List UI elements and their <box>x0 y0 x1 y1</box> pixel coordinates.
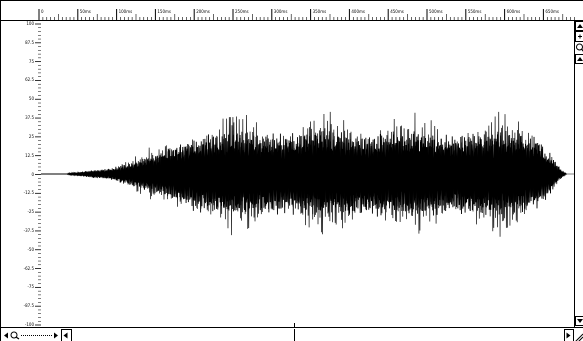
arrow-right-icon <box>54 332 58 339</box>
ruler-tick-label: 100ms <box>118 9 133 14</box>
amplitude-tick-label: -100 <box>24 322 34 327</box>
ruler-tick-label: 350ms <box>312 9 327 14</box>
amplitude-tick-label: 12.5 <box>25 152 34 158</box>
amplitude-tick-label: -37.5 <box>23 227 34 233</box>
ruler-tick-label: 50ms <box>79 9 91 14</box>
waveform-plot <box>41 111 574 327</box>
scroll-up-button-lower[interactable] <box>575 54 583 64</box>
time-ruler-ticks <box>1 9 583 21</box>
amplitude-tick-label: 37.5 <box>25 115 34 121</box>
magnifier-icon[interactable] <box>576 43 583 52</box>
scroll-up-button[interactable] <box>575 21 583 31</box>
waveform-trace-dense <box>41 132 567 217</box>
scroll-left-button-2[interactable] <box>61 329 72 341</box>
vertical-scrollbar[interactable] <box>574 21 583 327</box>
time-ruler[interactable]: 0 50ms 100ms 150ms 200ms 250ms 300ms 350ms 400ms… <box>1 1 583 22</box>
zoom-out-horizontal-button[interactable] <box>54 332 58 339</box>
ruler-tick-label: 200ms <box>196 9 210 14</box>
amplitude-tick-label: -12.5 <box>23 190 34 196</box>
vertical-scrollbar-graphics <box>575 21 583 326</box>
arrow-left-icon <box>4 332 8 339</box>
amplitude-axis: 100 87.5 75 62.5 50 37.5 25 12.5 0 -12.5 -25 -37.5 -… <box>1 21 42 327</box>
ruler-tick-label: 400ms <box>351 9 366 14</box>
ruler-tick-label: 550ms <box>467 9 482 14</box>
ruler-tick-label: 250ms <box>235 9 249 14</box>
amplitude-tick-label: 87.5 <box>25 39 34 45</box>
amplitude-tick-label: 0 <box>31 171 34 177</box>
zoom-in-vertical-button[interactable] <box>575 31 583 42</box>
arrow-up-icon <box>577 24 583 28</box>
ruler-tick-label: 600ms <box>506 9 521 14</box>
scroll-left-button[interactable] <box>4 332 8 339</box>
scroll-down-button[interactable] <box>575 316 583 326</box>
amplitude-tick-label: 50 <box>28 96 34 102</box>
ruler-tick-label: 150ms <box>157 9 172 14</box>
amplitude-tick-label: -62.5 <box>23 265 34 271</box>
resize-grip[interactable] <box>575 333 583 341</box>
scroll-right-button[interactable] <box>564 329 574 341</box>
arrow-left-icon <box>63 332 68 339</box>
amplitude-tick-label: 75 <box>28 58 34 64</box>
ruler-tick-label: 650ms <box>545 9 560 14</box>
ruler-tick-label: 500ms <box>429 9 443 14</box>
amplitude-axis-ticks <box>35 23 41 326</box>
amplitude-tick-label: 62.5 <box>25 77 34 83</box>
arrow-right-icon <box>566 332 571 339</box>
amplitude-tick-label: -25 <box>27 209 34 215</box>
horizontal-scrollbar-graphics <box>4 329 583 341</box>
amplitude-tick-label: -75 <box>27 284 34 290</box>
amplitude-tick-label: -87.5 <box>23 303 34 309</box>
arrow-down-icon <box>577 319 583 323</box>
ruler-tick-label: 0 <box>41 9 44 14</box>
ruler-tick-label: 300ms <box>273 9 288 14</box>
amplitude-tick-label: 25 <box>28 133 34 139</box>
amplitude-tick-label: 100 <box>26 21 34 26</box>
horizontal-scrollbar[interactable] <box>1 327 583 341</box>
amplitude-tick-label: -50 <box>27 246 34 252</box>
waveform-area[interactable] <box>41 21 574 327</box>
magnifier-icon[interactable] <box>10 331 20 340</box>
arrow-up-icon <box>577 57 583 61</box>
ruler-tick-label: 450ms <box>390 9 404 14</box>
